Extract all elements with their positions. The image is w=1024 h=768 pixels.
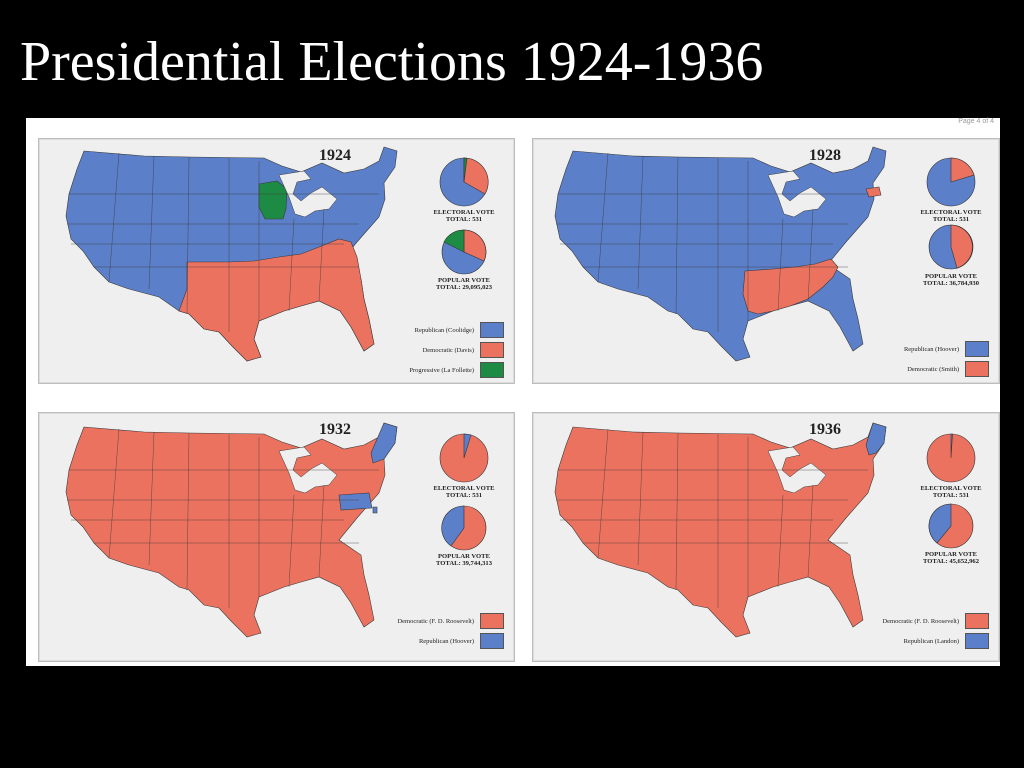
- legend-swatch: [965, 633, 989, 649]
- legend-item-republican: Republican (Landon): [879, 633, 989, 649]
- page-note: Page 4 of 4: [958, 118, 994, 125]
- legend-swatch: [480, 633, 504, 649]
- legend-swatch: [965, 341, 989, 357]
- panel-1928: 1928 ELECTORAL VOTE TOTAL: 531 POPULAR V…: [532, 138, 1000, 384]
- year-label: 1924: [319, 147, 351, 164]
- legend: Democratic (F. D. Roosevelt) Republican …: [394, 613, 504, 653]
- map-1932: [65, 422, 489, 638]
- democratic-deep-south: [742, 258, 839, 315]
- republican-delaware: [372, 506, 378, 514]
- great-lakes: [767, 170, 827, 218]
- republican-maine-vermont: [865, 422, 887, 456]
- panel-1932: 1932 ELECTORAL VOTE TOTAL: 531 POPULAR V…: [38, 412, 515, 662]
- year-label: 1936: [809, 421, 841, 438]
- great-lakes: [767, 446, 827, 494]
- us-map-shape: [65, 422, 398, 638]
- us-map-shape: [554, 146, 887, 362]
- legend-item-republican: Republican (Hoover): [394, 633, 504, 649]
- legend-swatch: [480, 613, 504, 629]
- legend-item-republican: Republican (Hoover): [904, 341, 989, 357]
- electoral-vote-caption: ELECTORAL VOTE TOTAL: 531: [433, 209, 495, 223]
- map-1924: [65, 146, 489, 362]
- map-1936: [554, 422, 976, 638]
- democratic-south: [178, 238, 375, 362]
- us-map-shape: [554, 422, 887, 638]
- legend-item-democratic: Democratic (F. D. Roosevelt): [394, 613, 504, 629]
- democratic-massachusetts: [865, 186, 882, 198]
- republican-pennsylvania: [338, 492, 373, 511]
- popular-vote-caption: POPULAR VOTE TOTAL: 36,784,930: [923, 273, 979, 287]
- legend-swatch: [480, 322, 504, 338]
- legend: Republican (Hoover) Democratic (Smith): [904, 341, 989, 381]
- great-lakes: [278, 446, 338, 494]
- electoral-vote-caption: ELECTORAL VOTE TOTAL: 531: [920, 485, 982, 499]
- progressive-wisconsin: [258, 180, 288, 220]
- legend-item-republican: Republican (Coolidge): [409, 322, 504, 338]
- legend-swatch: [965, 613, 989, 629]
- popular-vote-caption: POPULAR VOTE TOTAL: 29,095,023: [436, 277, 492, 291]
- legend: Democratic (F. D. Roosevelt) Republican …: [879, 613, 989, 653]
- legend-swatch: [965, 361, 989, 377]
- legend-item-democratic: Democratic (F. D. Roosevelt): [879, 613, 989, 629]
- legend: Republican (Coolidge) Democratic (Davis)…: [409, 322, 504, 382]
- electoral-vote-caption: ELECTORAL VOTE TOTAL: 531: [433, 485, 495, 499]
- panel-1924: 1924 ELECTORAL VOTE TOTAL: 531 POPULAR V…: [38, 138, 515, 384]
- legend-item-democratic: Democratic (Davis): [409, 342, 504, 358]
- panel-1936: 1936 ELECTORAL VOTE TOTAL: 531 POPULAR V…: [532, 412, 1000, 662]
- legend-item-democratic: Democratic (Smith): [904, 361, 989, 377]
- year-label: 1928: [809, 147, 841, 164]
- year-label: 1932: [319, 421, 351, 438]
- map-1928: [554, 146, 976, 362]
- republican-new-england: [370, 422, 398, 464]
- legend-swatch: [480, 342, 504, 358]
- legend-item-progressive: Progressive (La Follette): [409, 362, 504, 378]
- popular-vote-caption: POPULAR VOTE TOTAL: 39,744,313: [436, 553, 492, 567]
- legend-swatch: [480, 362, 504, 378]
- election-maps-figure: Page 4 of 4: [26, 118, 1000, 666]
- great-lakes: [278, 170, 338, 218]
- popular-vote-caption: POPULAR VOTE TOTAL: 45,652,962: [923, 551, 979, 565]
- electoral-vote-caption: ELECTORAL VOTE TOTAL: 531: [920, 209, 982, 223]
- slide-title: Presidential Elections 1924-1936: [20, 31, 764, 93]
